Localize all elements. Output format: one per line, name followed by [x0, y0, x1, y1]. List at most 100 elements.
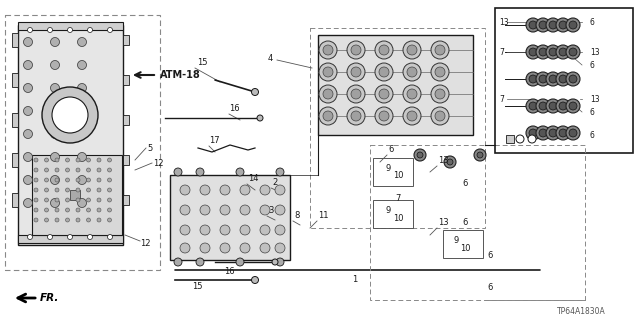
Text: 13: 13: [499, 18, 509, 27]
Circle shape: [566, 99, 580, 113]
Circle shape: [526, 45, 540, 59]
Circle shape: [47, 235, 52, 239]
Circle shape: [375, 63, 393, 81]
Circle shape: [275, 225, 285, 235]
Circle shape: [86, 218, 90, 222]
Circle shape: [435, 67, 445, 77]
Circle shape: [417, 152, 423, 158]
Text: 6: 6: [590, 60, 595, 69]
Circle shape: [47, 28, 52, 33]
Text: 6: 6: [487, 251, 492, 260]
Circle shape: [526, 18, 540, 32]
Circle shape: [556, 45, 570, 59]
Bar: [123, 155, 129, 165]
Circle shape: [51, 198, 60, 207]
Circle shape: [45, 158, 49, 162]
Text: 15: 15: [197, 58, 207, 67]
Circle shape: [260, 185, 270, 195]
Bar: [5, 15, 160, 270]
Circle shape: [174, 258, 182, 266]
Circle shape: [55, 178, 59, 182]
Circle shape: [220, 225, 230, 235]
Circle shape: [24, 37, 33, 46]
Text: 6: 6: [590, 18, 595, 27]
Circle shape: [65, 198, 70, 202]
Bar: [318, 35, 473, 135]
Bar: [12, 113, 18, 127]
Bar: [373, 200, 413, 228]
Circle shape: [76, 168, 80, 172]
Circle shape: [536, 99, 550, 113]
Text: 12: 12: [140, 238, 150, 247]
Circle shape: [24, 60, 33, 69]
Text: 6: 6: [590, 108, 595, 116]
Circle shape: [431, 85, 449, 103]
Circle shape: [174, 168, 182, 176]
Circle shape: [200, 185, 210, 195]
Text: 13: 13: [590, 94, 600, 103]
Circle shape: [319, 85, 337, 103]
Circle shape: [65, 158, 70, 162]
Circle shape: [77, 175, 86, 185]
Circle shape: [252, 89, 259, 95]
Circle shape: [447, 159, 453, 165]
Circle shape: [97, 208, 101, 212]
Circle shape: [77, 153, 86, 162]
Circle shape: [108, 158, 111, 162]
Circle shape: [97, 188, 101, 192]
Circle shape: [55, 188, 59, 192]
Circle shape: [108, 208, 111, 212]
Bar: [123, 75, 129, 85]
Circle shape: [196, 168, 204, 176]
Circle shape: [97, 158, 101, 162]
Circle shape: [77, 60, 86, 69]
Circle shape: [200, 225, 210, 235]
Bar: [170, 175, 290, 260]
Text: 6: 6: [462, 218, 467, 227]
Circle shape: [24, 175, 33, 185]
Text: 3: 3: [268, 205, 273, 214]
Bar: [18, 25, 123, 245]
Circle shape: [569, 75, 577, 83]
Circle shape: [108, 188, 111, 192]
Circle shape: [86, 158, 90, 162]
Circle shape: [529, 75, 537, 83]
Circle shape: [546, 99, 560, 113]
Circle shape: [566, 126, 580, 140]
Circle shape: [45, 188, 49, 192]
Circle shape: [529, 102, 537, 110]
Text: 6: 6: [462, 179, 467, 188]
Bar: [123, 115, 129, 125]
Circle shape: [220, 185, 230, 195]
Bar: [370, 145, 585, 300]
Bar: [123, 35, 129, 45]
Circle shape: [77, 37, 86, 46]
Text: 13: 13: [438, 156, 449, 164]
Circle shape: [536, 45, 550, 59]
Circle shape: [55, 158, 59, 162]
Circle shape: [220, 243, 230, 253]
Circle shape: [323, 45, 333, 55]
Circle shape: [529, 129, 537, 137]
Circle shape: [272, 259, 278, 265]
Circle shape: [52, 97, 88, 133]
Bar: [18, 235, 123, 243]
Circle shape: [351, 89, 361, 99]
Circle shape: [276, 258, 284, 266]
Circle shape: [28, 28, 33, 33]
Circle shape: [275, 185, 285, 195]
Circle shape: [45, 208, 49, 212]
Circle shape: [51, 60, 60, 69]
Circle shape: [42, 87, 98, 143]
Circle shape: [566, 45, 580, 59]
Text: 9: 9: [385, 164, 390, 172]
Text: 11: 11: [318, 211, 328, 220]
Circle shape: [319, 107, 337, 125]
Bar: [443, 230, 483, 258]
Circle shape: [200, 205, 210, 215]
Circle shape: [45, 168, 49, 172]
Circle shape: [51, 175, 60, 185]
Text: 13: 13: [438, 218, 449, 227]
Circle shape: [351, 45, 361, 55]
Circle shape: [240, 243, 250, 253]
